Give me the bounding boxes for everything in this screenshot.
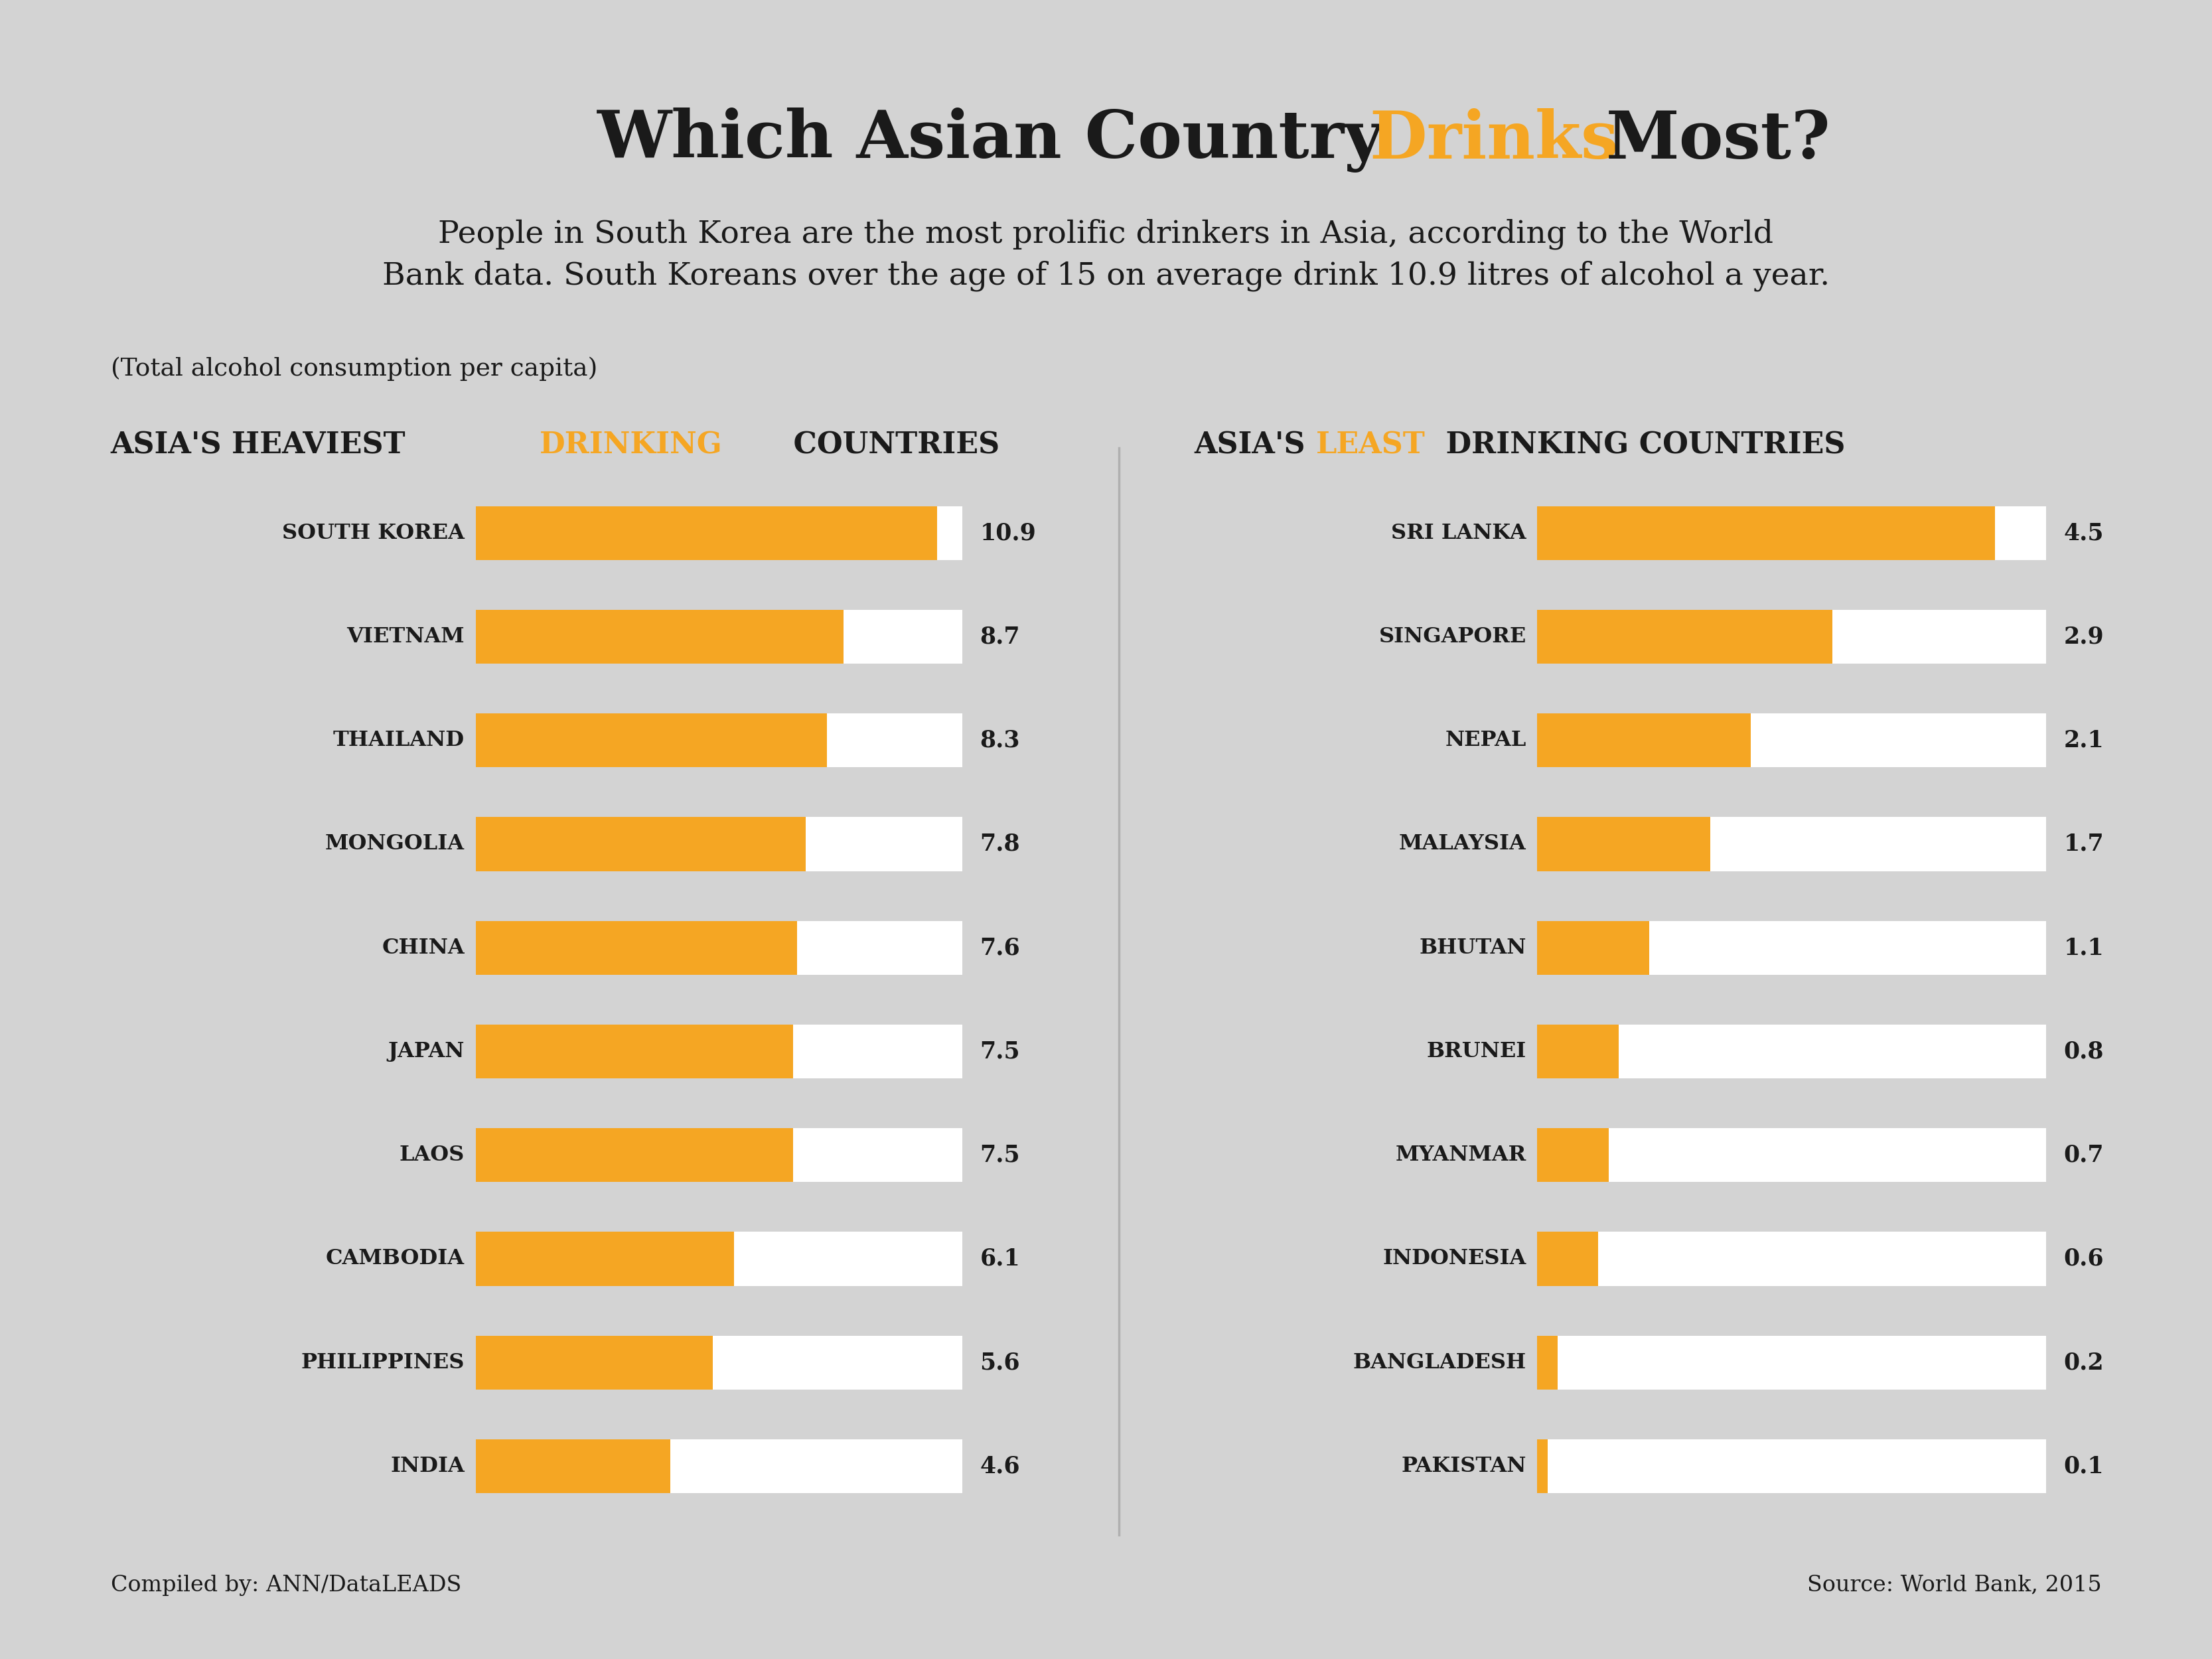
Text: 5.6: 5.6 bbox=[980, 1350, 1020, 1374]
Text: 7.6: 7.6 bbox=[980, 936, 1020, 959]
Text: VIETNAM: VIETNAM bbox=[347, 627, 465, 647]
Text: 0.1: 0.1 bbox=[2064, 1455, 2104, 1478]
Text: SINGAPORE: SINGAPORE bbox=[1378, 627, 1526, 647]
Text: 8.7: 8.7 bbox=[980, 625, 1020, 649]
Text: SOUTH KOREA: SOUTH KOREA bbox=[283, 523, 465, 542]
Text: (Total alcohol consumption per capita): (Total alcohol consumption per capita) bbox=[111, 357, 597, 382]
Text: LAOS: LAOS bbox=[400, 1145, 465, 1165]
Text: MONGOLIA: MONGOLIA bbox=[325, 834, 465, 854]
Text: DRINKING COUNTRIES: DRINKING COUNTRIES bbox=[1436, 431, 1845, 460]
Text: 1.7: 1.7 bbox=[2064, 833, 2104, 856]
Text: Compiled by: ANN/DataLEADS: Compiled by: ANN/DataLEADS bbox=[111, 1574, 462, 1596]
Text: 2.9: 2.9 bbox=[2064, 625, 2104, 649]
Text: MYANMAR: MYANMAR bbox=[1396, 1145, 1526, 1165]
Text: 0.2: 0.2 bbox=[2064, 1350, 2104, 1374]
Text: SRI LANKA: SRI LANKA bbox=[1391, 523, 1526, 542]
Text: CHINA: CHINA bbox=[383, 937, 465, 957]
Text: COUNTRIES: COUNTRIES bbox=[783, 431, 1000, 460]
Text: Source: World Bank, 2015: Source: World Bank, 2015 bbox=[1807, 1574, 2101, 1596]
Text: 7.8: 7.8 bbox=[980, 833, 1020, 856]
Text: CAMBODIA: CAMBODIA bbox=[325, 1249, 465, 1269]
Text: 1.1: 1.1 bbox=[2064, 936, 2104, 959]
Text: INDONESIA: INDONESIA bbox=[1382, 1249, 1526, 1269]
Text: Drinks: Drinks bbox=[1369, 108, 1619, 173]
Text: BANGLADESH: BANGLADESH bbox=[1354, 1352, 1526, 1372]
Text: 7.5: 7.5 bbox=[980, 1143, 1020, 1166]
Text: PHILIPPINES: PHILIPPINES bbox=[301, 1352, 465, 1372]
Text: People in South Korea are the most prolific drinkers in Asia, according to the W: People in South Korea are the most proli… bbox=[383, 219, 1829, 292]
Text: BHUTAN: BHUTAN bbox=[1420, 937, 1526, 957]
Text: DRINKING: DRINKING bbox=[540, 431, 723, 460]
Text: THAILAND: THAILAND bbox=[334, 730, 465, 750]
Text: PAKISTAN: PAKISTAN bbox=[1400, 1457, 1526, 1477]
Text: 0.6: 0.6 bbox=[2064, 1248, 2104, 1271]
Text: ASIA'S HEAVIEST: ASIA'S HEAVIEST bbox=[111, 431, 416, 460]
Text: 6.1: 6.1 bbox=[980, 1248, 1020, 1271]
Text: INDIA: INDIA bbox=[389, 1457, 465, 1477]
Text: ASIA'S: ASIA'S bbox=[1194, 431, 1316, 460]
Text: 7.5: 7.5 bbox=[980, 1040, 1020, 1063]
Text: Most?: Most? bbox=[1606, 108, 1832, 173]
Text: 10.9: 10.9 bbox=[980, 521, 1035, 544]
Text: 0.7: 0.7 bbox=[2064, 1143, 2104, 1166]
Text: 4.6: 4.6 bbox=[980, 1455, 1020, 1478]
Text: 4.5: 4.5 bbox=[2064, 521, 2104, 544]
Text: JAPAN: JAPAN bbox=[387, 1042, 465, 1062]
Text: MALAYSIA: MALAYSIA bbox=[1398, 834, 1526, 854]
Text: LEAST: LEAST bbox=[1316, 431, 1425, 460]
Text: 2.1: 2.1 bbox=[2064, 728, 2104, 752]
Text: Which Asian Country: Which Asian Country bbox=[597, 108, 1382, 173]
Text: 0.8: 0.8 bbox=[2064, 1040, 2104, 1063]
Text: NEPAL: NEPAL bbox=[1444, 730, 1526, 750]
Text: BRUNEI: BRUNEI bbox=[1427, 1042, 1526, 1062]
Text: 8.3: 8.3 bbox=[980, 728, 1020, 752]
